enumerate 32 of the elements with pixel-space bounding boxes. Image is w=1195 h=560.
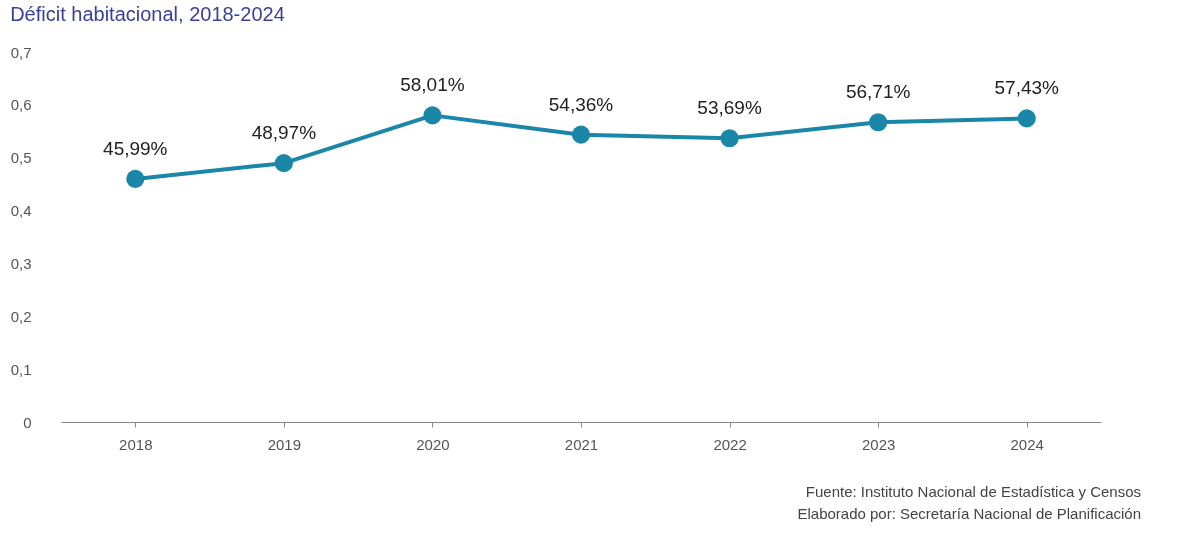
x-tick-label: 2022 [713, 435, 747, 453]
chart-title: Déficit habitacional, 2018-2024 [10, 3, 285, 25]
y-tick-label: 0,3 [10, 254, 32, 272]
x-tick-label: 2023 [861, 435, 896, 453]
y-tick-label: 0,1 [10, 360, 32, 378]
data-label: 54,36% [548, 93, 614, 115]
y-tick-label: 0,7 [10, 43, 32, 61]
point [274, 154, 293, 173]
data-label: 58,01% [400, 74, 465, 96]
x-tick-label: 2018 [119, 435, 153, 453]
point [126, 169, 145, 188]
point [720, 129, 739, 148]
y-tick-label: 0,6 [10, 96, 32, 114]
point [423, 106, 442, 125]
y-tick-label: 0,2 [10, 307, 32, 325]
data-label: 45,99% [103, 137, 168, 159]
point [571, 125, 591, 144]
data-label: 56,71% [845, 81, 911, 103]
x-tick-label: 2019 [267, 435, 302, 453]
point [869, 113, 888, 132]
data-label: 53,69% [697, 97, 762, 119]
x-tick-label: 2024 [1010, 435, 1044, 453]
point [1017, 109, 1036, 128]
data-label: 48,97% [251, 122, 317, 144]
x-tick-label: 2020 [416, 435, 450, 453]
x-tick-label: 2021 [564, 435, 599, 453]
y-tick-label: 0 [23, 413, 32, 431]
source-note: Fuente: Instituto Nacional de Estadística y Censos [805, 483, 1141, 500]
y-tick-label: 0,4 [10, 202, 32, 220]
data-label: 57,43% [994, 77, 1060, 99]
text: Elaborado por: Secretaría Nacional de Planificación [797, 505, 1141, 522]
y-tick-label: 0,5 [10, 149, 32, 167]
